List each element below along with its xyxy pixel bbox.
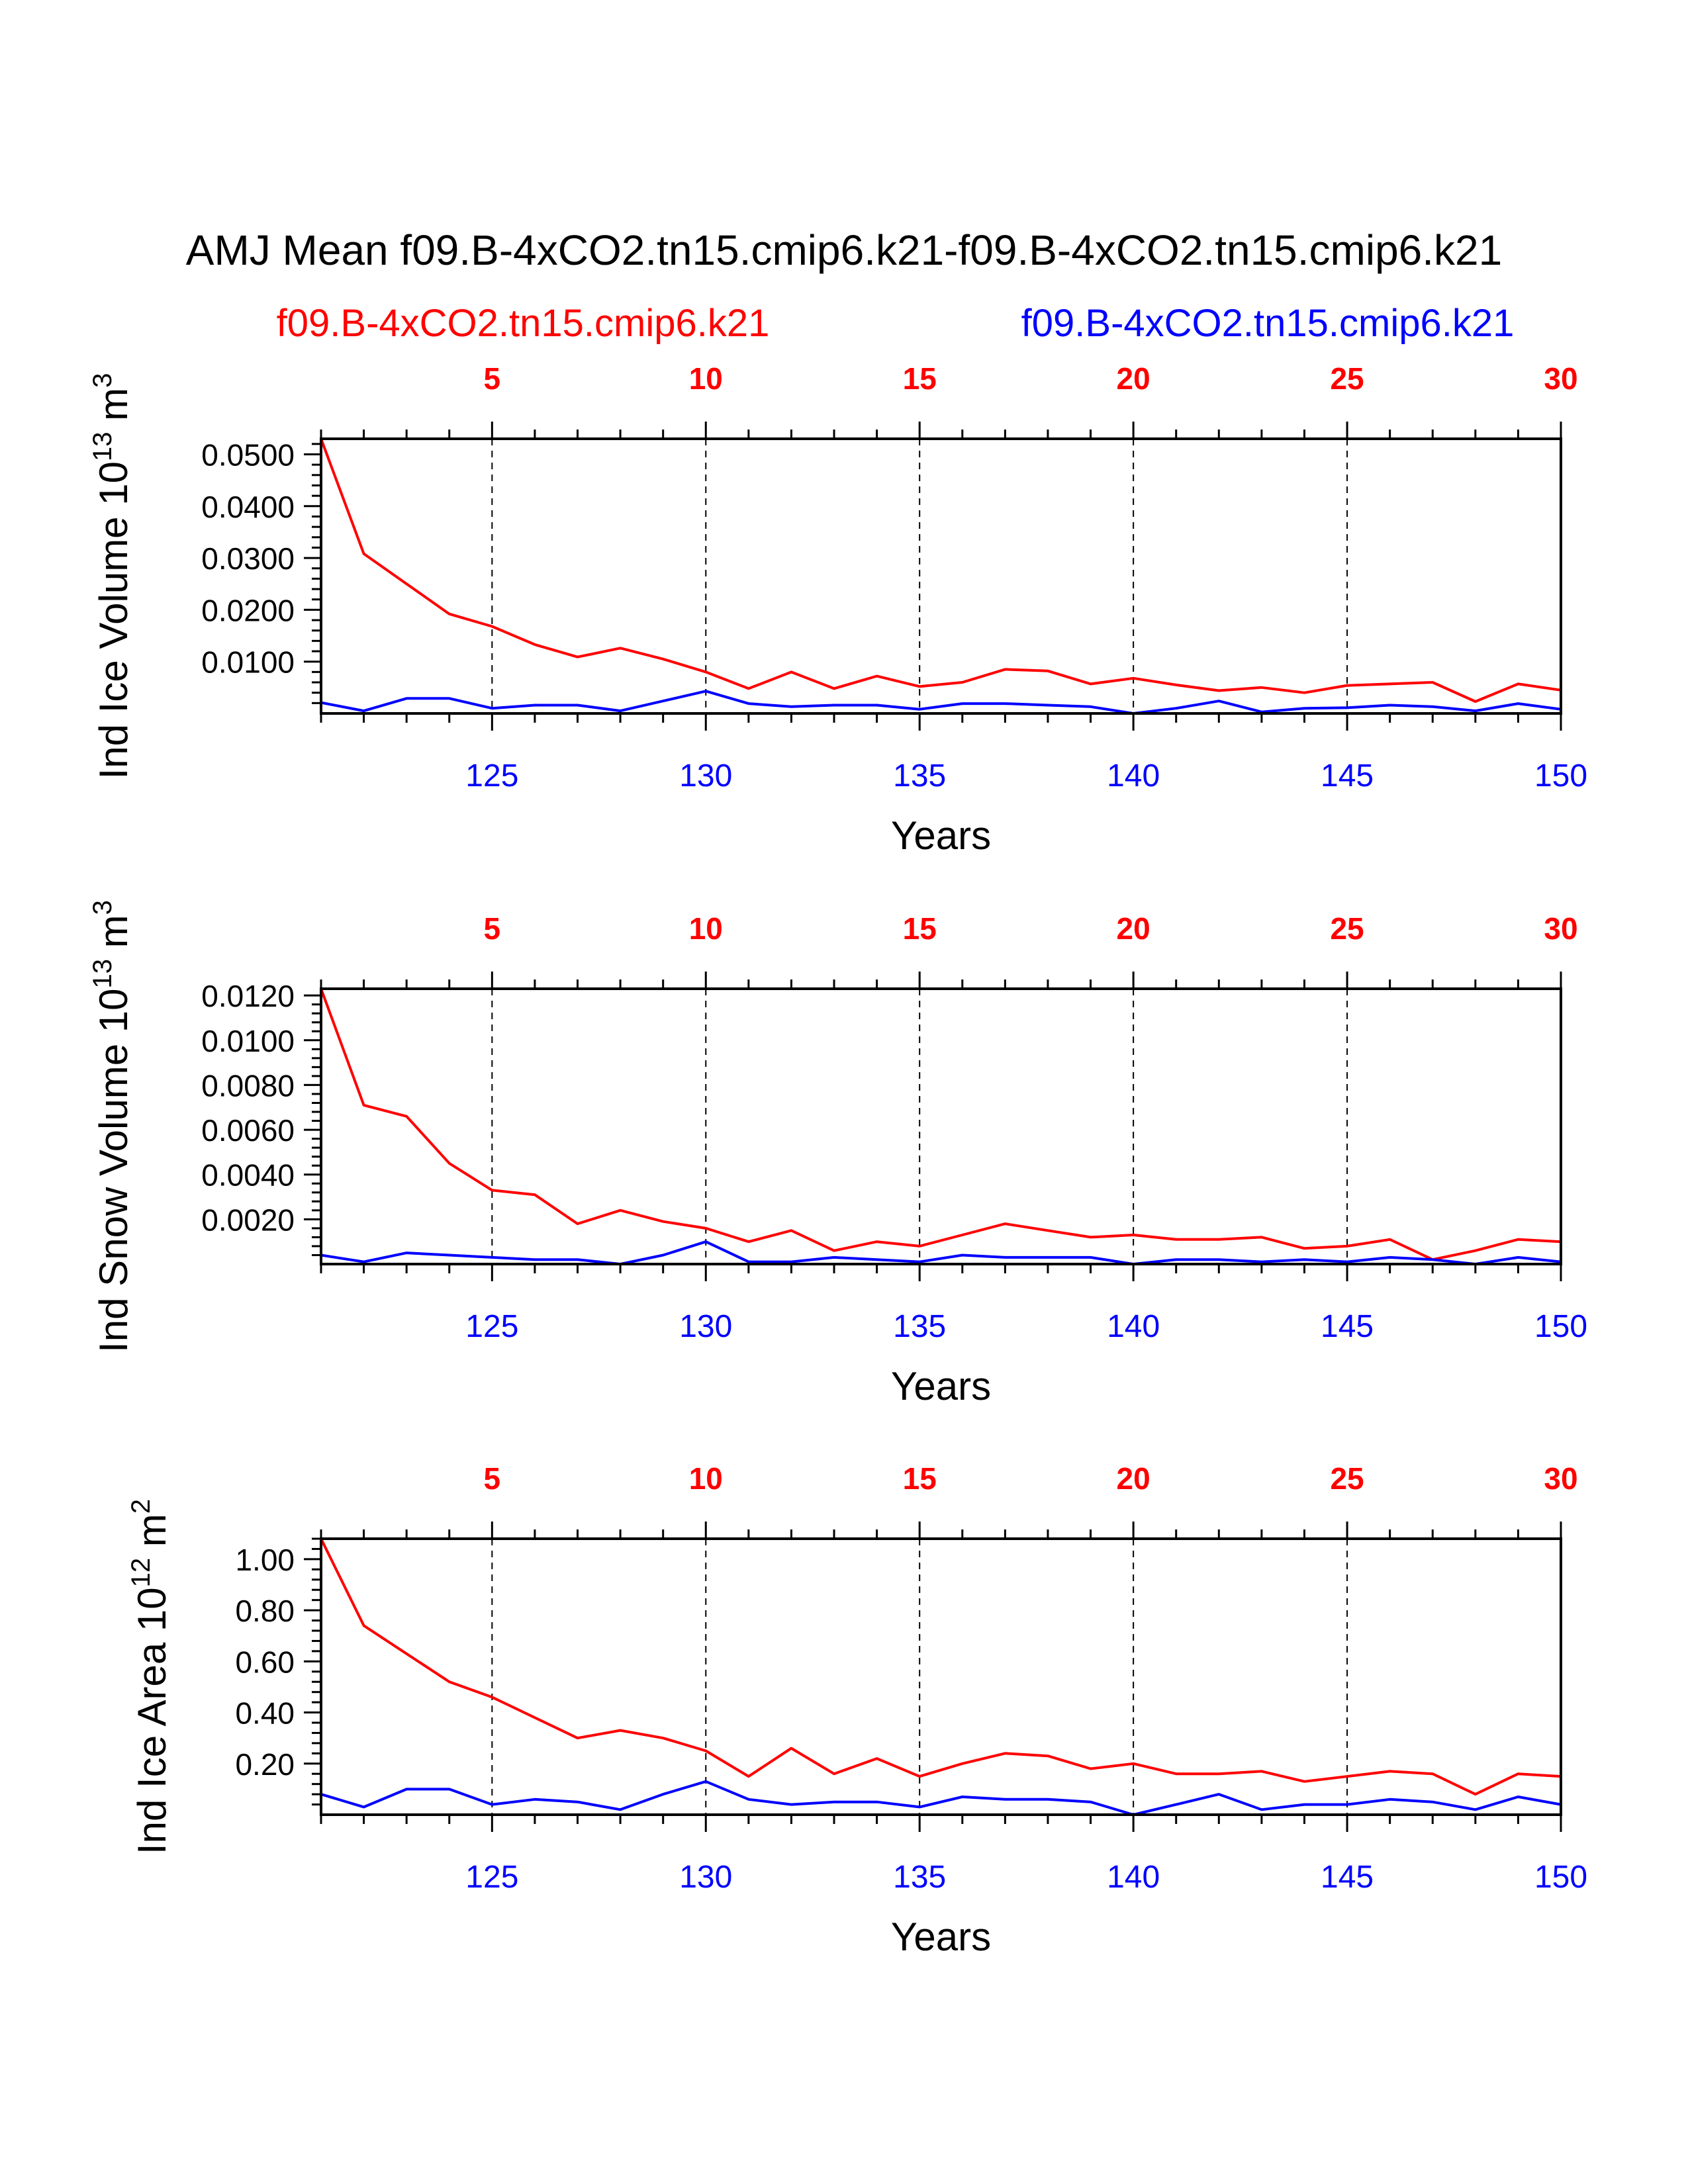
x-tick-label-125: 125 [465, 758, 518, 794]
legend-right-label: f09.B-4xCO2.tn15.cmip6.k21 [1021, 302, 1515, 345]
y-tick-label-0.80: 0.80 [235, 1594, 295, 1628]
x-tick-label-130: 130 [679, 1309, 732, 1344]
y-tick-label-0.0020: 0.0020 [201, 1203, 295, 1237]
y-axis-title-unit: m [130, 1514, 174, 1558]
x-tick-label-140: 140 [1107, 1309, 1160, 1344]
x-top-tick-label-20: 20 [1117, 911, 1150, 946]
panel-2: 125 130 135 140 145 150 5 10 15 20 25 30 0.0020 0.004… [88, 900, 1587, 1408]
x-tick-label-125: 125 [465, 1860, 518, 1895]
y-axis-title-unit-exp: 3 [88, 373, 117, 388]
y-tick-label-0.0080: 0.0080 [201, 1068, 295, 1103]
y-tick-label-0.0500: 0.0500 [201, 437, 295, 472]
x-tick-label-150: 150 [1534, 1860, 1587, 1895]
x-top-tick-label-15: 15 [903, 911, 937, 946]
x-tick-label-125: 125 [465, 1309, 518, 1344]
x-axis-title: Years [891, 1915, 991, 1959]
y-tick-label-0.0100: 0.0100 [201, 645, 295, 680]
y-axis-title-unit-exp: 2 [126, 1499, 156, 1514]
x-top-tick-label-10: 10 [689, 911, 723, 946]
y-axis-title-text: Ind Ice Area 10 [130, 1587, 174, 1854]
y-tick-label-0.0040: 0.0040 [201, 1158, 295, 1193]
x-axis-title: Years [891, 813, 991, 858]
y-tick-label-0.0200: 0.0200 [201, 593, 295, 627]
x-top-tick-label-15: 15 [903, 1461, 937, 1496]
x-tick-label-140: 140 [1107, 758, 1160, 794]
y-tick-label-0.60: 0.60 [235, 1645, 295, 1679]
x-top-tick-label-30: 30 [1544, 361, 1577, 396]
x-top-tick-label-25: 25 [1330, 361, 1364, 396]
y-tick-label-0.0060: 0.0060 [201, 1113, 295, 1148]
x-top-tick-label-15: 15 [903, 361, 937, 396]
y-axis-title-unit: m [91, 915, 136, 959]
x-top-tick-label-5: 5 [484, 1461, 501, 1496]
blue-series-line [320, 1240, 1562, 1265]
blue-series-line [320, 1780, 1562, 1816]
y-axis-title: Ind Snow Volume 1013 m3 [88, 900, 136, 1353]
x-top-tick-label-20: 20 [1117, 361, 1150, 396]
y-axis-title: Ind Ice Area 1012 m2 [126, 1499, 174, 1854]
x-top-tick-label-5: 5 [484, 361, 501, 396]
x-top-tick-label-30: 30 [1544, 911, 1577, 946]
x-top-tick-label-25: 25 [1330, 1461, 1364, 1496]
x-top-tick-label-25: 25 [1330, 911, 1364, 946]
blue-series-line [320, 690, 1562, 715]
y-tick-label-0.0100: 0.0100 [201, 1024, 295, 1058]
panel-1: 125 130 135 140 145 150 5 10 15 20 25 30 0.0100 0.020… [88, 361, 1587, 858]
x-top-tick-label-20: 20 [1117, 1461, 1150, 1496]
y-tick-label-0.0400: 0.0400 [201, 490, 295, 524]
x-tick-label-145: 145 [1321, 1860, 1374, 1895]
y-tick-label-0.0300: 0.0300 [201, 541, 295, 576]
x-tick-label-130: 130 [679, 1860, 732, 1895]
y-axis-title-exp: 13 [88, 959, 117, 989]
y-tick-label-0.20: 0.20 [235, 1747, 295, 1782]
plot-frame [320, 1537, 1562, 1816]
y-axis-title-exp: 12 [126, 1558, 156, 1588]
x-tick-label-150: 150 [1534, 1309, 1587, 1344]
figure-title: AMJ Mean f09.B-4xCO2.tn15.cmip6.k21-f09.… [186, 226, 1502, 274]
red-series-line [320, 1538, 1562, 1796]
y-tick-label-0.40: 0.40 [235, 1696, 295, 1731]
x-tick-label-135: 135 [893, 758, 946, 794]
x-top-tick-label-10: 10 [689, 361, 723, 396]
x-tick-label-130: 130 [679, 758, 732, 794]
plot-frame [320, 987, 1562, 1265]
red-series-line [320, 438, 1562, 703]
red-series-line [320, 988, 1562, 1261]
x-tick-label-140: 140 [1107, 1860, 1160, 1895]
x-tick-label-150: 150 [1534, 758, 1587, 794]
x-top-tick-label-5: 5 [484, 911, 501, 946]
x-tick-label-145: 145 [1321, 1309, 1374, 1344]
y-axis-title-unit: m [91, 388, 136, 432]
y-axis-title: Ind Ice Volume 1013 m3 [88, 373, 136, 780]
y-axis-title-exp: 13 [88, 432, 117, 462]
legend-left-label: f09.B-4xCO2.tn15.cmip6.k21 [277, 302, 770, 345]
x-tick-label-145: 145 [1321, 758, 1374, 794]
x-tick-label-135: 135 [893, 1309, 946, 1344]
x-axis-title: Years [891, 1364, 991, 1408]
plot-frame [320, 437, 1562, 715]
y-axis-title-text: Ind Snow Volume 10 [91, 989, 136, 1353]
y-axis-title-text: Ind Ice Volume 10 [91, 461, 136, 779]
y-axis-title-unit-exp: 3 [88, 900, 117, 915]
y-tick-label-0.0120: 0.0120 [201, 979, 295, 1013]
y-tick-label-1.00: 1.00 [235, 1543, 295, 1577]
x-top-tick-label-10: 10 [689, 1461, 723, 1496]
x-top-tick-label-30: 30 [1544, 1461, 1577, 1496]
panel-3: 125 130 135 140 145 150 5 10 15 20 25 30 0.20 0.40 0.6… [126, 1461, 1587, 1959]
x-tick-label-135: 135 [893, 1860, 946, 1895]
